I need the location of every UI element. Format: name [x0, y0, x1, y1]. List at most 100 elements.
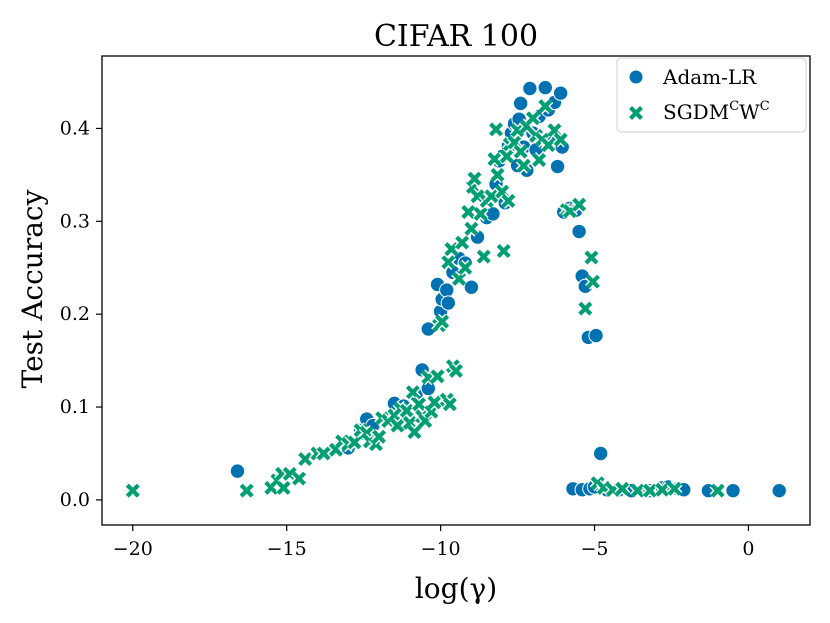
- data-point-sgdm: [434, 313, 451, 330]
- legend-label-adam-lr: Adam-LR: [662, 65, 757, 89]
- x-tick-label: −15: [267, 538, 307, 560]
- marker-stroke: [441, 255, 456, 270]
- marker-stroke: [553, 132, 568, 147]
- data-point-sgdm: [423, 403, 440, 420]
- data-point-sgdm: [654, 481, 671, 498]
- data-point-sgdm: [448, 362, 464, 379]
- marker-stroke: [513, 144, 528, 159]
- y-tick-label: 0.3: [60, 210, 90, 232]
- marker-stroke: [655, 482, 670, 497]
- marker-stroke: [496, 244, 511, 259]
- data-point-adam-lr: [537, 79, 553, 96]
- data-point-sgdm: [489, 166, 506, 183]
- marker-stroke: [507, 135, 522, 150]
- data-point-sgdm: [500, 192, 517, 209]
- data-point-adam-lr: [485, 206, 501, 222]
- legend-marker-adam-lr: [628, 69, 644, 85]
- marker-stroke: [239, 483, 254, 498]
- marker-stroke: [298, 452, 313, 467]
- data-point-sgdm: [531, 152, 548, 168]
- y-tick-label: 0.4: [60, 117, 90, 139]
- chart-title: CIFAR 100: [374, 19, 538, 54]
- data-point-sgdm: [666, 480, 683, 497]
- data-point-sgdm: [124, 482, 141, 499]
- plot-area: [124, 79, 787, 499]
- data-point-sgdm: [371, 428, 388, 445]
- marker-stroke: [359, 426, 374, 441]
- data-point-sgdm: [454, 234, 471, 251]
- marker-stroke: [510, 123, 525, 138]
- marker-stroke: [467, 171, 482, 186]
- marker-stroke: [516, 158, 531, 173]
- marker-stroke: [292, 471, 306, 486]
- y-tick-label: 0.2: [60, 303, 90, 325]
- marker-stroke: [435, 314, 450, 329]
- data-point-sgdm: [411, 396, 428, 413]
- x-tick-label: −10: [421, 538, 461, 560]
- marker-stroke: [495, 184, 510, 199]
- data-point-sgdm: [238, 482, 255, 499]
- legend-label-sgdm: SGDMCWC: [663, 99, 770, 124]
- data-point-sgdm: [297, 451, 314, 468]
- data-point-adam-lr: [552, 85, 569, 101]
- marker-stroke: [405, 385, 420, 400]
- data-point-sgdm: [585, 273, 601, 290]
- data-point-adam-lr: [771, 482, 787, 499]
- data-point-sgdm: [466, 170, 483, 187]
- marker-stroke: [473, 206, 488, 221]
- marker-stroke: [547, 123, 562, 138]
- data-point-sgdm: [460, 204, 477, 220]
- marker-stroke: [572, 197, 587, 212]
- marker-stroke: [484, 189, 499, 204]
- marker-stroke: [532, 153, 547, 168]
- marker-stroke: [276, 480, 291, 495]
- data-point-sgdm: [524, 110, 541, 127]
- data-point-sgdm: [483, 188, 500, 205]
- data-point-adam-lr: [592, 445, 609, 462]
- marker-stroke: [399, 403, 414, 418]
- marker-stroke: [461, 205, 476, 220]
- data-point-sgdm: [475, 248, 492, 265]
- data-point-sgdm: [389, 417, 406, 434]
- marker-stroke: [489, 122, 504, 137]
- y-tick-label: 0.1: [60, 396, 90, 418]
- data-point-adam-lr: [588, 327, 604, 344]
- marker-stroke: [464, 221, 479, 236]
- legend-box: [616, 57, 807, 133]
- data-point-sgdm: [537, 98, 554, 115]
- marker-stroke: [347, 435, 362, 450]
- data-point-sgdm: [441, 396, 458, 413]
- marker-stroke: [282, 466, 297, 481]
- data-point-sgdm: [429, 368, 446, 385]
- marker-stroke: [487, 152, 502, 167]
- marker-stroke: [585, 274, 600, 289]
- marker-stroke: [412, 397, 427, 412]
- marker-stroke: [455, 235, 470, 250]
- marker-stroke: [449, 363, 463, 378]
- data-point-adam-lr: [229, 463, 246, 479]
- data-point-sgdm: [275, 479, 292, 496]
- data-point-adam-lr: [571, 223, 587, 240]
- data-point-sgdm: [263, 479, 280, 496]
- data-point-sgdm: [512, 143, 529, 160]
- data-point-sgdm: [583, 249, 600, 266]
- marker-stroke: [578, 301, 593, 316]
- marker-stroke: [424, 404, 439, 419]
- data-point-sgdm: [498, 148, 515, 165]
- marker-stroke: [642, 483, 657, 498]
- x-tick-label: −20: [113, 538, 153, 560]
- data-point-adam-lr: [512, 95, 529, 112]
- marker-stroke: [667, 481, 682, 496]
- axis-ticks: −20 −15 −10 −5 0 0.0 0.1 0.2 0.3 0.4: [60, 117, 755, 560]
- data-point-sgdm: [614, 480, 631, 497]
- marker-stroke: [442, 397, 457, 412]
- marker-stroke: [402, 415, 417, 430]
- data-point-sgdm: [346, 434, 363, 451]
- marker-stroke: [584, 250, 599, 265]
- data-point-sgdm: [486, 151, 503, 168]
- marker-stroke: [499, 149, 514, 164]
- data-point-sgdm: [552, 131, 569, 148]
- x-tick-label: −5: [581, 538, 609, 560]
- data-point-sgdm: [315, 445, 332, 462]
